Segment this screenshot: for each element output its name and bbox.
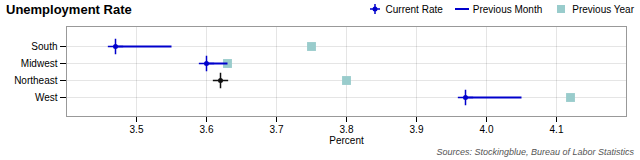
svg-text:3.7: 3.7: [270, 124, 284, 135]
svg-text:4.0: 4.0: [480, 124, 494, 135]
svg-text:4.1: 4.1: [550, 124, 564, 135]
html-text:Previous Month: Previous Month: [472, 3, 543, 15]
svg-text:South: South: [31, 41, 57, 52]
svg-text:West: West: [35, 92, 58, 103]
html-text:Unemployment Rate: Unemployment Rate: [6, 1, 132, 17]
html-text:Sources: Stockingblue, Bureau: Sources: Stockingblue, Bureau of Labor S…: [436, 147, 634, 157]
svg-text:3.5: 3.5: [130, 124, 144, 135]
svg-text:Percent: Percent: [329, 135, 364, 146]
html-text:Previous Year: Previous Year: [572, 3, 634, 15]
svg-text:Northeast: Northeast: [14, 75, 58, 86]
svg-text:Midwest: Midwest: [21, 58, 58, 69]
html-text:Current Rate: Current Rate: [385, 3, 443, 15]
svg-text:3.8: 3.8: [340, 124, 354, 135]
svg-text:3.9: 3.9: [410, 124, 424, 135]
svg-text:3.6: 3.6: [200, 124, 214, 135]
